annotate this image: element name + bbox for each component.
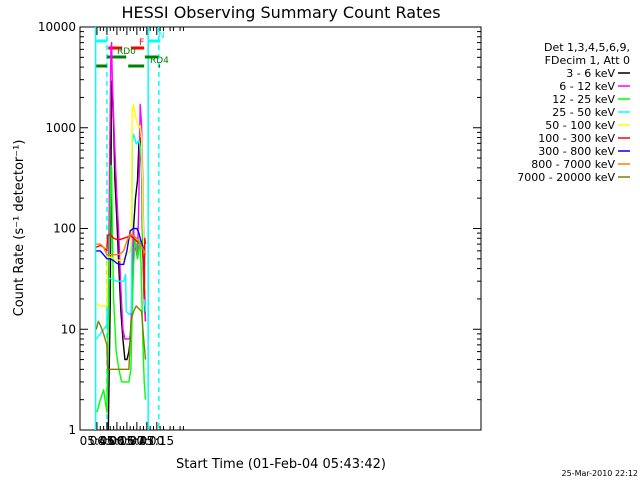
legend-header-line: Det 1,3,4,5,6,9,: [544, 41, 630, 54]
flag-label-rd4: RD4: [150, 56, 169, 66]
legend-entry-label: 6 - 12 keV: [559, 80, 615, 93]
legend-entry-label: 800 - 7000 keV: [531, 158, 615, 171]
legend-entry-label: 300 - 800 keV: [538, 145, 615, 158]
legend-entry-label: 100 - 300 keV: [538, 132, 615, 145]
y-tick-label: 10: [61, 322, 76, 336]
x-tick-label: 06:15: [100, 434, 135, 448]
legend-entry-label: 3 - 6 keV: [566, 67, 615, 80]
x-tick-label: 06:45: [120, 434, 155, 448]
x-tick-label: 05:45: [80, 434, 115, 448]
flag-label-n: N: [158, 31, 165, 41]
x-tick-label: 07:00: [130, 434, 165, 448]
chart-title: HESSI Observing Summary Count Rates: [121, 3, 440, 22]
x-axis-label: Start Time (01-Feb-04 05:43:42): [176, 457, 386, 472]
legend-entry-label: 50 - 100 keV: [545, 119, 615, 132]
series-line-7: [96, 233, 147, 256]
y-tick-label: 10000: [38, 20, 76, 34]
series-line-6: [96, 227, 147, 266]
legend: Det 1,3,4,5,6,9,FDecim 1, Att 03 - 6 keV…: [517, 41, 630, 184]
legend-entry-label: 25 - 50 keV: [552, 106, 615, 119]
y-axis-label: Count Rate (s⁻¹ detector⁻¹): [12, 140, 27, 317]
plot-frame: [79, 26, 482, 431]
series-lines: [95, 41, 147, 430]
y-tick-label: 1: [68, 423, 76, 437]
y-axis: 1 10 100 1000 10000: [38, 20, 481, 437]
flag-label-rd0: RD0: [117, 47, 136, 57]
y-tick-label: 100: [53, 222, 76, 236]
legend-header-line: FDecim 1, Att 0: [545, 54, 630, 67]
x-tick-label: 06:30: [110, 434, 145, 448]
legend-entry-label: 12 - 25 keV: [552, 93, 615, 106]
series-line-1: [107, 41, 147, 340]
series-line-8: [95, 305, 147, 370]
series-line-5: [95, 233, 147, 300]
flag-label-f: F: [139, 38, 144, 48]
series-line-4: [95, 103, 147, 307]
x-tick-label: 06:00: [90, 434, 125, 448]
series-line-2: [96, 165, 147, 413]
x-tick-label: 07:15: [140, 434, 175, 448]
legend-entry-label: 7000 - 20000 keV: [517, 171, 615, 184]
date-stamp: 25-Mar-2010 22:12: [562, 469, 639, 478]
y-tick-label: 1000: [45, 121, 76, 135]
